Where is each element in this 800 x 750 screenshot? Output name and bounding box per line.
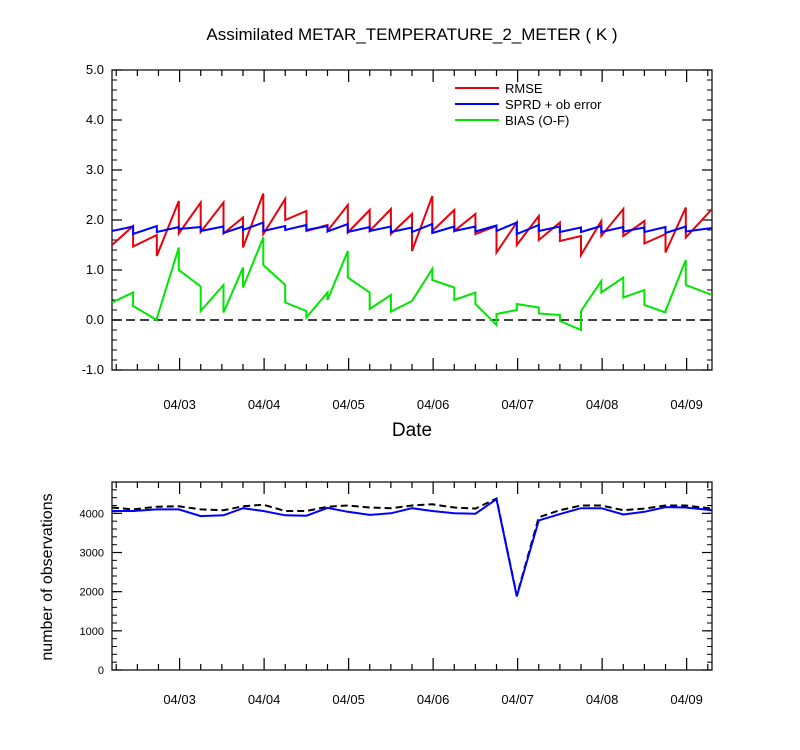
x-tick-label: 04/07 [501, 397, 534, 412]
y-tick-label: 1.0 [86, 262, 104, 277]
y-axis-label-observations: number of observations [39, 493, 56, 660]
y-tick-label: 4000 [80, 508, 104, 520]
top-panel: 04/03 04/04 04/05 04/06 04/07 04/08 04/09 -1.0 0… [82, 62, 713, 412]
y-tick-label: 3.0 [86, 162, 104, 177]
x-tick-label: 04/03 [163, 692, 196, 707]
series-line-possible [111, 497, 713, 596]
x-tick-label: 04/05 [332, 692, 365, 707]
y-tick-label: 2.0 [86, 212, 104, 227]
y-tick-label: 4.0 [86, 112, 104, 127]
y-tick-label: 1000 [80, 626, 104, 638]
y-tick-label: -1.0 [82, 362, 104, 377]
x-axis-label: Date [392, 420, 432, 441]
x-tick-label: 04/06 [417, 397, 450, 412]
legend-label: RMSE [505, 81, 543, 96]
y-tick-label: 0 [98, 665, 104, 677]
y-tick-label: 3000 [80, 548, 104, 560]
series-line-sprd-ob-error [111, 220, 713, 236]
x-tick-label: 04/09 [670, 692, 703, 707]
bottom-panel: 04/03 04/04 04/05 04/06 04/07 04/08 04/09 0 1000… [80, 481, 713, 707]
chart-title: Assimilated METAR_TEMPERATURE_2_METER ( … [206, 25, 617, 44]
y-tick-label: 5.0 [86, 62, 104, 77]
x-tick-label: 04/04 [248, 397, 281, 412]
series-line-rmse [111, 193, 713, 259]
x-tick-label: 04/03 [163, 397, 196, 412]
x-tick-label: 04/09 [670, 397, 703, 412]
series-line-used [112, 497, 713, 597]
x-tick-label: 04/05 [332, 397, 365, 412]
y-tick-label: 0.0 [86, 312, 104, 327]
x-tick-label: 04/08 [586, 692, 619, 707]
legend-label: SPRD + ob error [505, 97, 602, 112]
legend-label: BIAS (O-F) [505, 113, 569, 128]
x-tick-label: 04/06 [417, 692, 450, 707]
x-tick-label: 04/08 [586, 397, 619, 412]
y-tick-label: 2000 [80, 587, 104, 599]
x-tick-label: 04/04 [248, 692, 281, 707]
x-tick-label: 04/07 [501, 692, 534, 707]
series-line-bias-o-f [111, 237, 713, 332]
